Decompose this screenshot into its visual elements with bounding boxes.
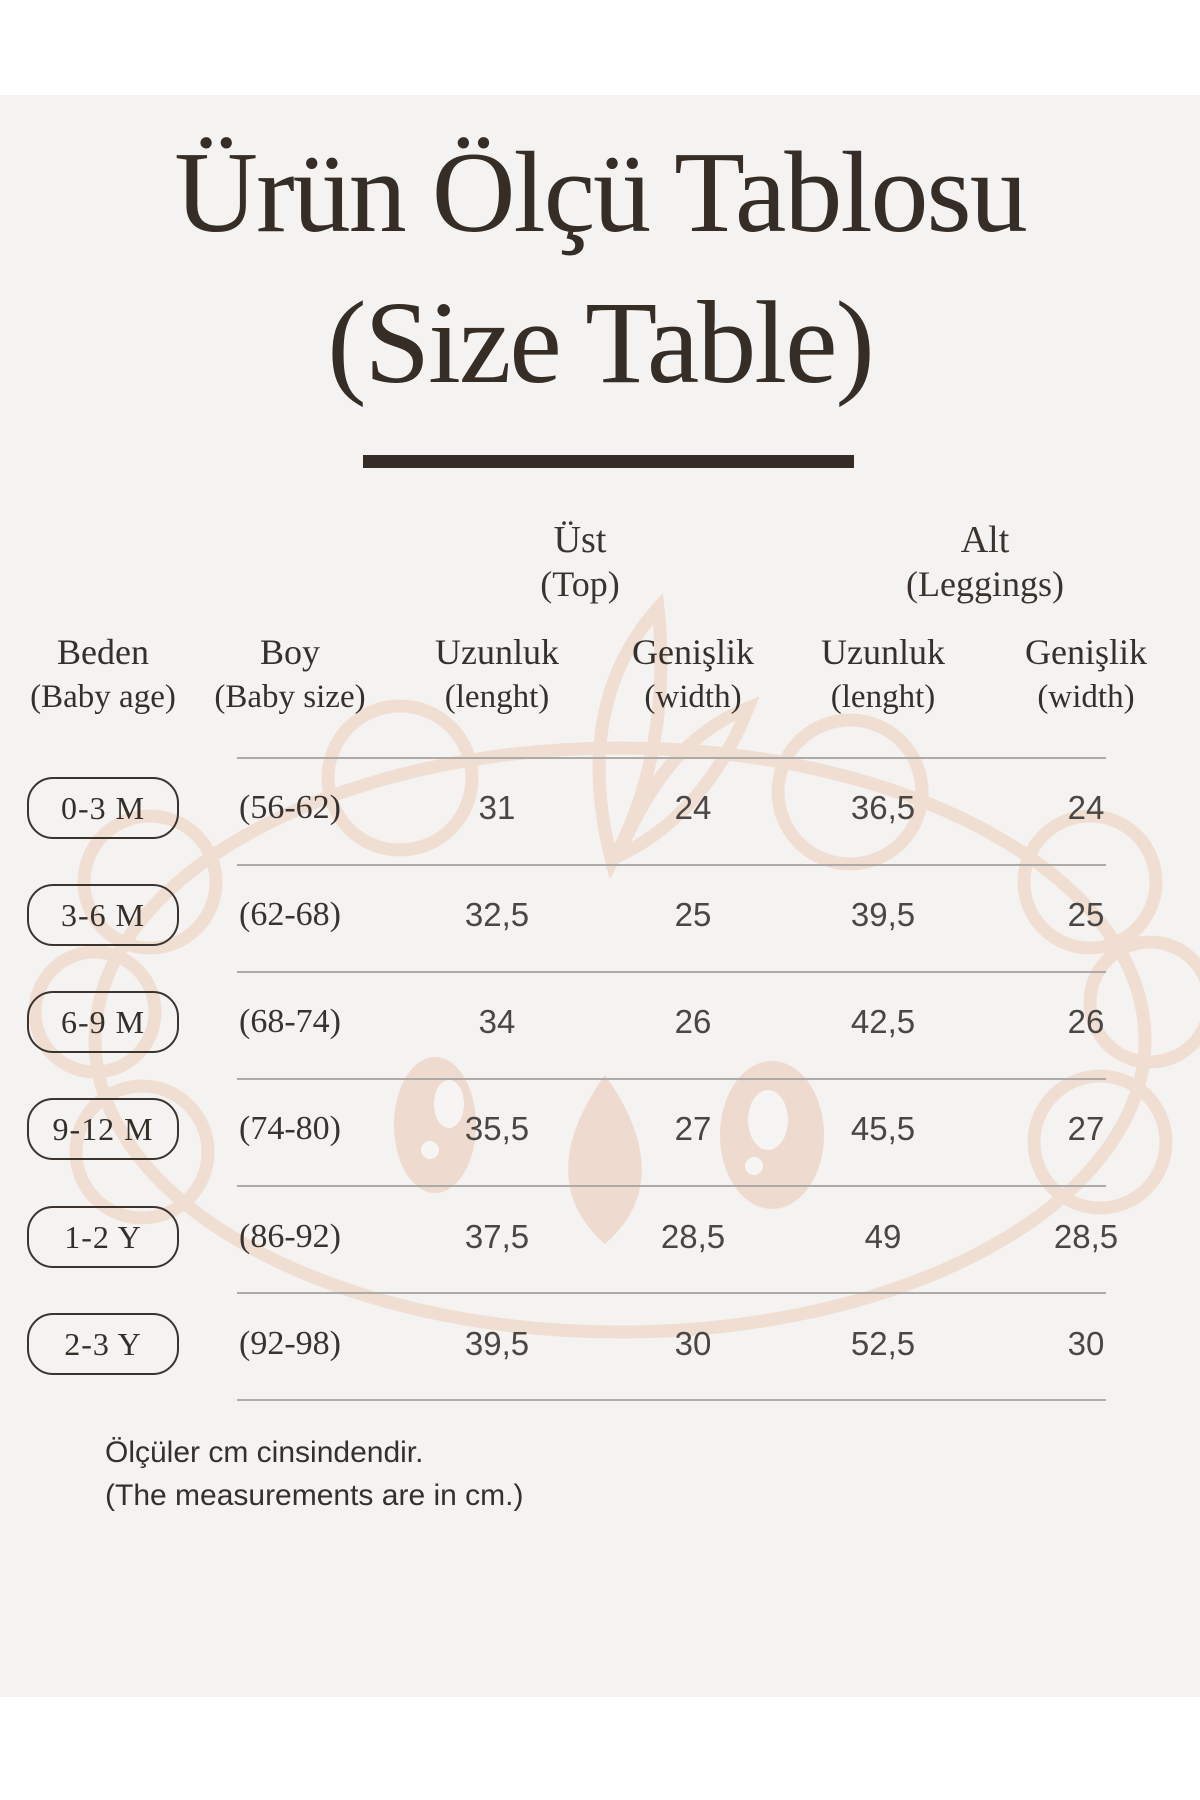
column-header-line1: Boy	[259, 632, 320, 672]
cell-baby-size: (86-92)	[239, 1218, 341, 1255]
size-badge: 6-9 M	[27, 991, 179, 1053]
group-header-top: Üst (Top)	[430, 518, 730, 606]
group-header-line2: (Leggings)	[906, 564, 1064, 604]
row-separator	[237, 1292, 1106, 1294]
column-header-baby-size: Boy (Baby size)	[175, 630, 405, 720]
size-badge: 3-6 M	[27, 884, 179, 946]
column-header-line2: (Baby size)	[214, 679, 366, 715]
cell-leg-width: 26	[1067, 1003, 1105, 1040]
size-badge: 0-3 M	[27, 777, 179, 839]
column-header-line1: Uzunluk	[821, 632, 945, 672]
cell-baby-size: (92-98)	[239, 1325, 341, 1362]
cell-baby-size: (74-80)	[239, 1110, 341, 1147]
cell-leg-width: 27	[1067, 1110, 1105, 1147]
column-header-line2: (lenght)	[830, 679, 936, 715]
cell-top-width: 28,5	[660, 1218, 726, 1255]
cell-top-width: 24	[674, 789, 712, 826]
group-header-line2: (Top)	[540, 564, 620, 604]
column-header-line2: (Baby age)	[30, 679, 176, 715]
cell-leg-length: 49	[864, 1218, 902, 1255]
cell-top-width: 26	[674, 1003, 712, 1040]
group-header-leggings: Alt (Leggings)	[835, 518, 1135, 606]
size-badge: 1-2 Y	[27, 1206, 179, 1268]
cell-top-length: 37,5	[464, 1218, 530, 1255]
cell-leg-width: 30	[1067, 1325, 1105, 1362]
column-header-line2: (width)	[644, 679, 742, 715]
row-separator	[237, 1078, 1106, 1080]
column-header-line2: (lenght)	[444, 679, 550, 715]
cell-baby-size: (68-74)	[239, 1003, 341, 1040]
column-header-leg-length: Uzunluk (lenght)	[768, 630, 998, 720]
cell-leg-length: 52,5	[850, 1325, 916, 1362]
page-title-english: (Size Table)	[327, 277, 875, 408]
column-header-line2: (width)	[1037, 679, 1135, 715]
cell-leg-width: 24	[1067, 789, 1105, 826]
size-badge: 9-12 M	[27, 1098, 179, 1160]
cell-leg-length: 36,5	[850, 789, 916, 826]
cell-leg-length: 42,5	[850, 1003, 916, 1040]
group-header-line1: Alt	[960, 519, 1010, 561]
row-separator	[237, 971, 1106, 973]
footnote-english: (The measurements are in cm.)	[105, 1479, 524, 1512]
column-header-top-width: Genişlik (width)	[578, 630, 808, 720]
column-header-top-length: Uzunluk (lenght)	[382, 630, 612, 720]
row-separator	[237, 1399, 1106, 1401]
size-badge: 2-3 Y	[27, 1313, 179, 1375]
column-header-line1: Genişlik	[632, 632, 754, 672]
cell-top-length: 31	[478, 789, 516, 826]
cell-baby-size: (62-68)	[239, 896, 341, 933]
cell-baby-size: (56-62)	[239, 789, 341, 826]
cell-leg-width: 28,5	[1053, 1218, 1119, 1255]
cell-top-length: 34	[478, 1003, 516, 1040]
cell-top-width: 25	[674, 896, 712, 933]
cell-leg-width: 25	[1067, 896, 1105, 933]
cell-leg-length: 45,5	[850, 1110, 916, 1147]
page-title-turkish: Ürün Ölçü Tablosu	[174, 129, 1027, 257]
column-header-line1: Beden	[57, 632, 149, 672]
cell-top-length: 39,5	[464, 1325, 530, 1362]
title-underline	[363, 455, 854, 468]
column-header-baby-age: Beden (Baby age)	[0, 630, 218, 720]
cell-top-width: 30	[674, 1325, 712, 1362]
row-separator	[237, 864, 1106, 866]
column-header-line1: Uzunluk	[435, 632, 559, 672]
row-separator	[237, 757, 1106, 759]
cell-top-length: 32,5	[464, 896, 530, 933]
cell-top-width: 27	[674, 1110, 712, 1147]
cell-top-length: 35,5	[464, 1110, 530, 1147]
column-header-leg-width: Genişlik (width)	[971, 630, 1200, 720]
group-header-line1: Üst	[553, 519, 607, 561]
column-header-line1: Genişlik	[1025, 632, 1147, 672]
cell-leg-length: 39,5	[850, 896, 916, 933]
row-separator	[237, 1185, 1106, 1187]
footnote-turkish: Ölçüler cm cinsindendir.	[105, 1436, 424, 1469]
